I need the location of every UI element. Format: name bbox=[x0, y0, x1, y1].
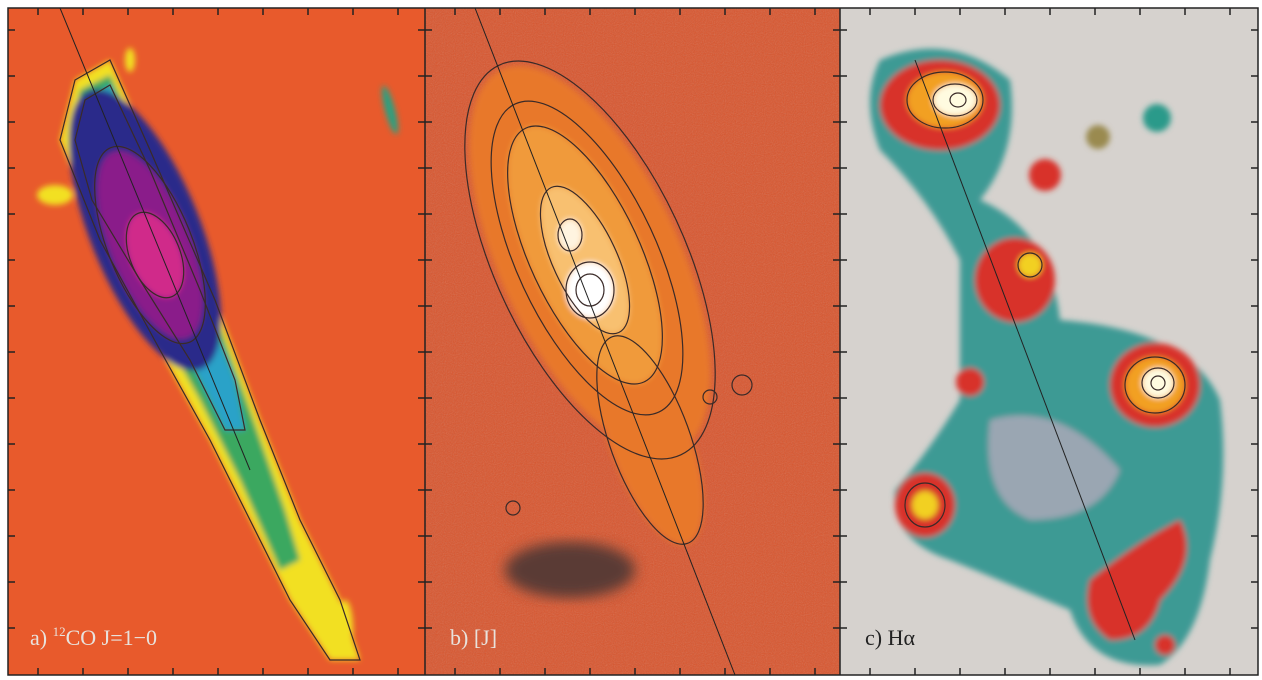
panel-label: a) 12CO J=1−0 bbox=[30, 624, 157, 650]
panel-label: c) Hα bbox=[865, 625, 915, 650]
panel-a: a) 12CO J=1−0 bbox=[8, 8, 425, 675]
figure: a) 12CO J=1−0 b) [J] bbox=[0, 0, 1262, 680]
panel-b: b) [J] bbox=[413, 8, 840, 675]
panel-c: c) Hα bbox=[840, 8, 1258, 675]
panel-label: b) [J] bbox=[450, 625, 497, 650]
